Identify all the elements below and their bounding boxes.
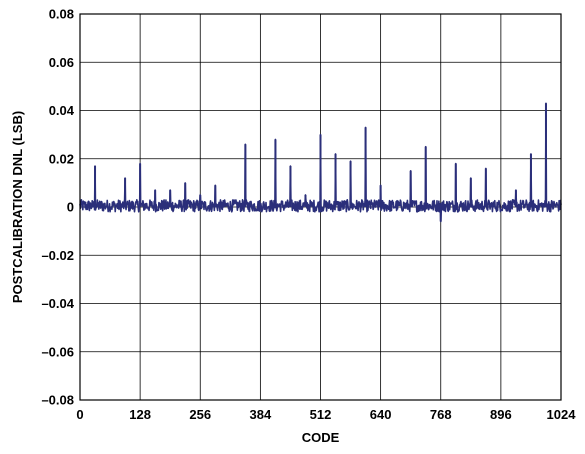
x-tick-label: 640 — [370, 407, 392, 422]
x-tick-label: 1024 — [547, 407, 577, 422]
y-tick-label: 0.08 — [49, 7, 74, 22]
x-tick-label: 0 — [76, 407, 83, 422]
y-tick-label: –0.06 — [41, 344, 74, 359]
y-tick-label: –0.04 — [41, 296, 74, 311]
y-tick-label: –0.02 — [41, 248, 74, 263]
x-axis-title: CODE — [302, 430, 340, 445]
y-tick-label: 0.06 — [49, 55, 74, 70]
x-tick-label: 896 — [490, 407, 512, 422]
y-axis-title: POSTCALIBRATION DNL (LSB) — [10, 111, 25, 303]
x-tick-labels: 0 128 256 384 512 640 768 896 1024 — [76, 407, 576, 422]
y-tick-label: 0 — [67, 200, 74, 215]
series-layer — [79, 102, 562, 223]
x-tick-label: 512 — [310, 407, 332, 422]
x-tick-label: 128 — [129, 407, 151, 422]
y-tick-label: 0.04 — [49, 103, 75, 118]
y-tick-labels: 0.08 0.06 0.04 0.02 0 –0.02 –0.04 –0.06 –0.08 — [41, 7, 74, 408]
x-tick-label: 768 — [430, 407, 452, 422]
y-tick-label: 0.02 — [49, 151, 74, 166]
x-tick-label: 384 — [250, 407, 272, 422]
x-tick-label: 256 — [189, 407, 211, 422]
plot-frame — [79, 13, 562, 401]
y-tick-label: –0.08 — [41, 393, 74, 408]
